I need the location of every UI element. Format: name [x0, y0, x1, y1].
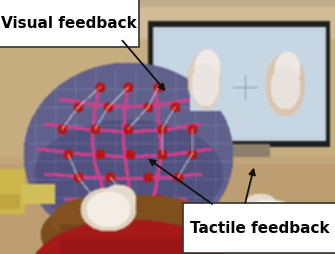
FancyBboxPatch shape — [0, 0, 139, 48]
FancyBboxPatch shape — [183, 203, 335, 253]
Text: Tactile feedback: Tactile feedback — [190, 220, 329, 235]
Text: Visual feedback: Visual feedback — [1, 16, 137, 31]
